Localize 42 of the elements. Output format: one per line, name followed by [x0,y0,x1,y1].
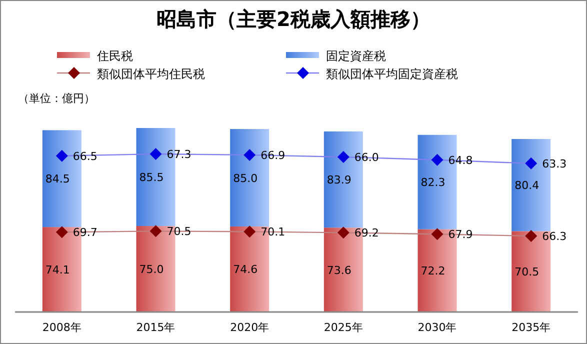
data-label: 66.5 [72,150,98,163]
data-label: 85.5 [139,171,164,184]
x-tick-label: 2020年 [230,321,270,334]
data-label: 70.1 [260,226,286,239]
data-label: 67.9 [448,228,473,242]
data-label: 82.3 [420,176,446,190]
x-tick-label: 2035年 [512,321,551,334]
data-label: 66.9 [260,148,286,162]
x-tick-label: 2030年 [418,321,457,334]
point [337,151,350,164]
point [150,148,162,160]
x-tick-label: 2008年 [42,321,82,334]
data-label: 64.8 [448,154,473,167]
data-label: 67.3 [166,148,192,162]
data-label: 73.6 [326,264,352,277]
legend-label: 固定資産税 [326,49,386,63]
data-label: 69.2 [354,226,379,240]
point [525,157,538,170]
x-tick-label: 2025年 [324,321,363,334]
data-label: 74.1 [45,264,70,277]
data-label: 75.0 [139,263,164,276]
point [244,148,256,161]
data-label: 70.5 [514,266,540,279]
data-label: 83.9 [326,174,352,187]
chart-title: 昭島市（主要2税歳入額推移） [156,7,430,31]
legend-label: 住民税 [96,49,133,63]
data-label: 84.5 [45,172,70,186]
data-label: 63.3 [542,157,567,170]
data-label: 74.6 [233,263,258,276]
annotation: （単位：億円） [18,92,95,105]
legend-label: 類似団体平均住民税 [97,67,205,81]
data-label: 72.2 [420,264,446,278]
data-label: 80.4 [514,179,540,192]
point [56,150,68,162]
data-label: 85.0 [233,172,258,185]
x-tick-label: 2015年 [136,321,176,334]
data-label: 66.3 [542,230,567,243]
data-label: 69.7 [72,226,98,240]
legend-label: 類似団体平均固定資産税 [326,67,458,81]
data-label: 70.5 [166,225,192,238]
data-label: 66.0 [354,151,379,164]
point [431,154,444,166]
